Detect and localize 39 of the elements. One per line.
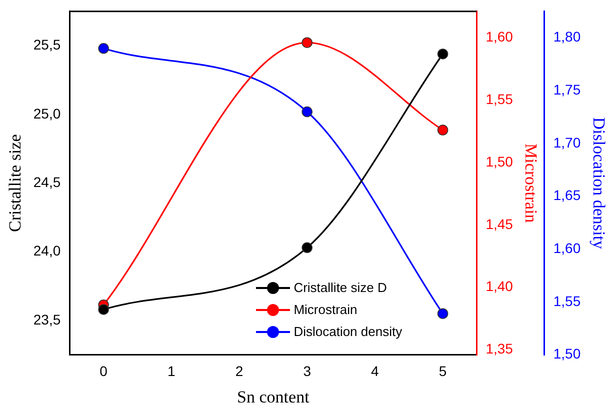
y2-tick-label: 1,45 <box>486 216 514 232</box>
y3-tick-label: 1,50 <box>553 346 581 362</box>
point <box>437 124 448 136</box>
y2-axis-title: Microstrain <box>522 143 541 224</box>
y-tick-label: 25,0 <box>33 105 61 122</box>
point <box>437 48 448 60</box>
point <box>437 308 448 319</box>
x-tick-label: 2 <box>235 363 244 380</box>
y3-tick-label: 1,75 <box>553 82 581 98</box>
point <box>302 242 312 254</box>
legend-label: Dislocation density <box>294 322 402 341</box>
point <box>302 37 312 48</box>
y-tick-label: 24,5 <box>33 174 61 190</box>
y3-axis-title: Dislocation density <box>589 117 608 250</box>
y3-tick-label: 1,80 <box>553 28 581 45</box>
legend-label: Cristallite size D <box>294 278 387 297</box>
y-tick-label: 24,0 <box>33 242 61 259</box>
x-tick-label: 5 <box>438 363 447 380</box>
x-tick-label: 0 <box>100 363 108 380</box>
point <box>98 42 109 54</box>
point <box>302 106 312 118</box>
x-tick-label: 4 <box>371 363 380 380</box>
y-axis-title: Cristallite size <box>6 134 25 232</box>
x-tick-label: 1 <box>168 363 176 380</box>
x-axis-title: Sn content <box>237 387 310 406</box>
y3-tick-label: 1,55 <box>553 292 581 309</box>
y2-tick-label: 1,40 <box>486 278 514 294</box>
y2-tick-label: 1,55 <box>486 90 514 107</box>
y2-tick-label: 1,35 <box>486 340 514 357</box>
y-tick-label: 25,5 <box>33 36 61 53</box>
y2-tick-label: 1,60 <box>486 28 514 44</box>
y-tick-label: 23,5 <box>33 311 61 328</box>
x-tick-label: 3 <box>303 363 312 380</box>
y3-tick-label: 1,65 <box>553 187 581 204</box>
legend-label: Microstrain <box>294 300 358 319</box>
y2-tick-label: 1,50 <box>486 153 514 170</box>
y3-tick-label: 1,70 <box>553 134 581 150</box>
y3-tick-label: 1,60 <box>553 240 581 256</box>
point <box>98 304 109 315</box>
